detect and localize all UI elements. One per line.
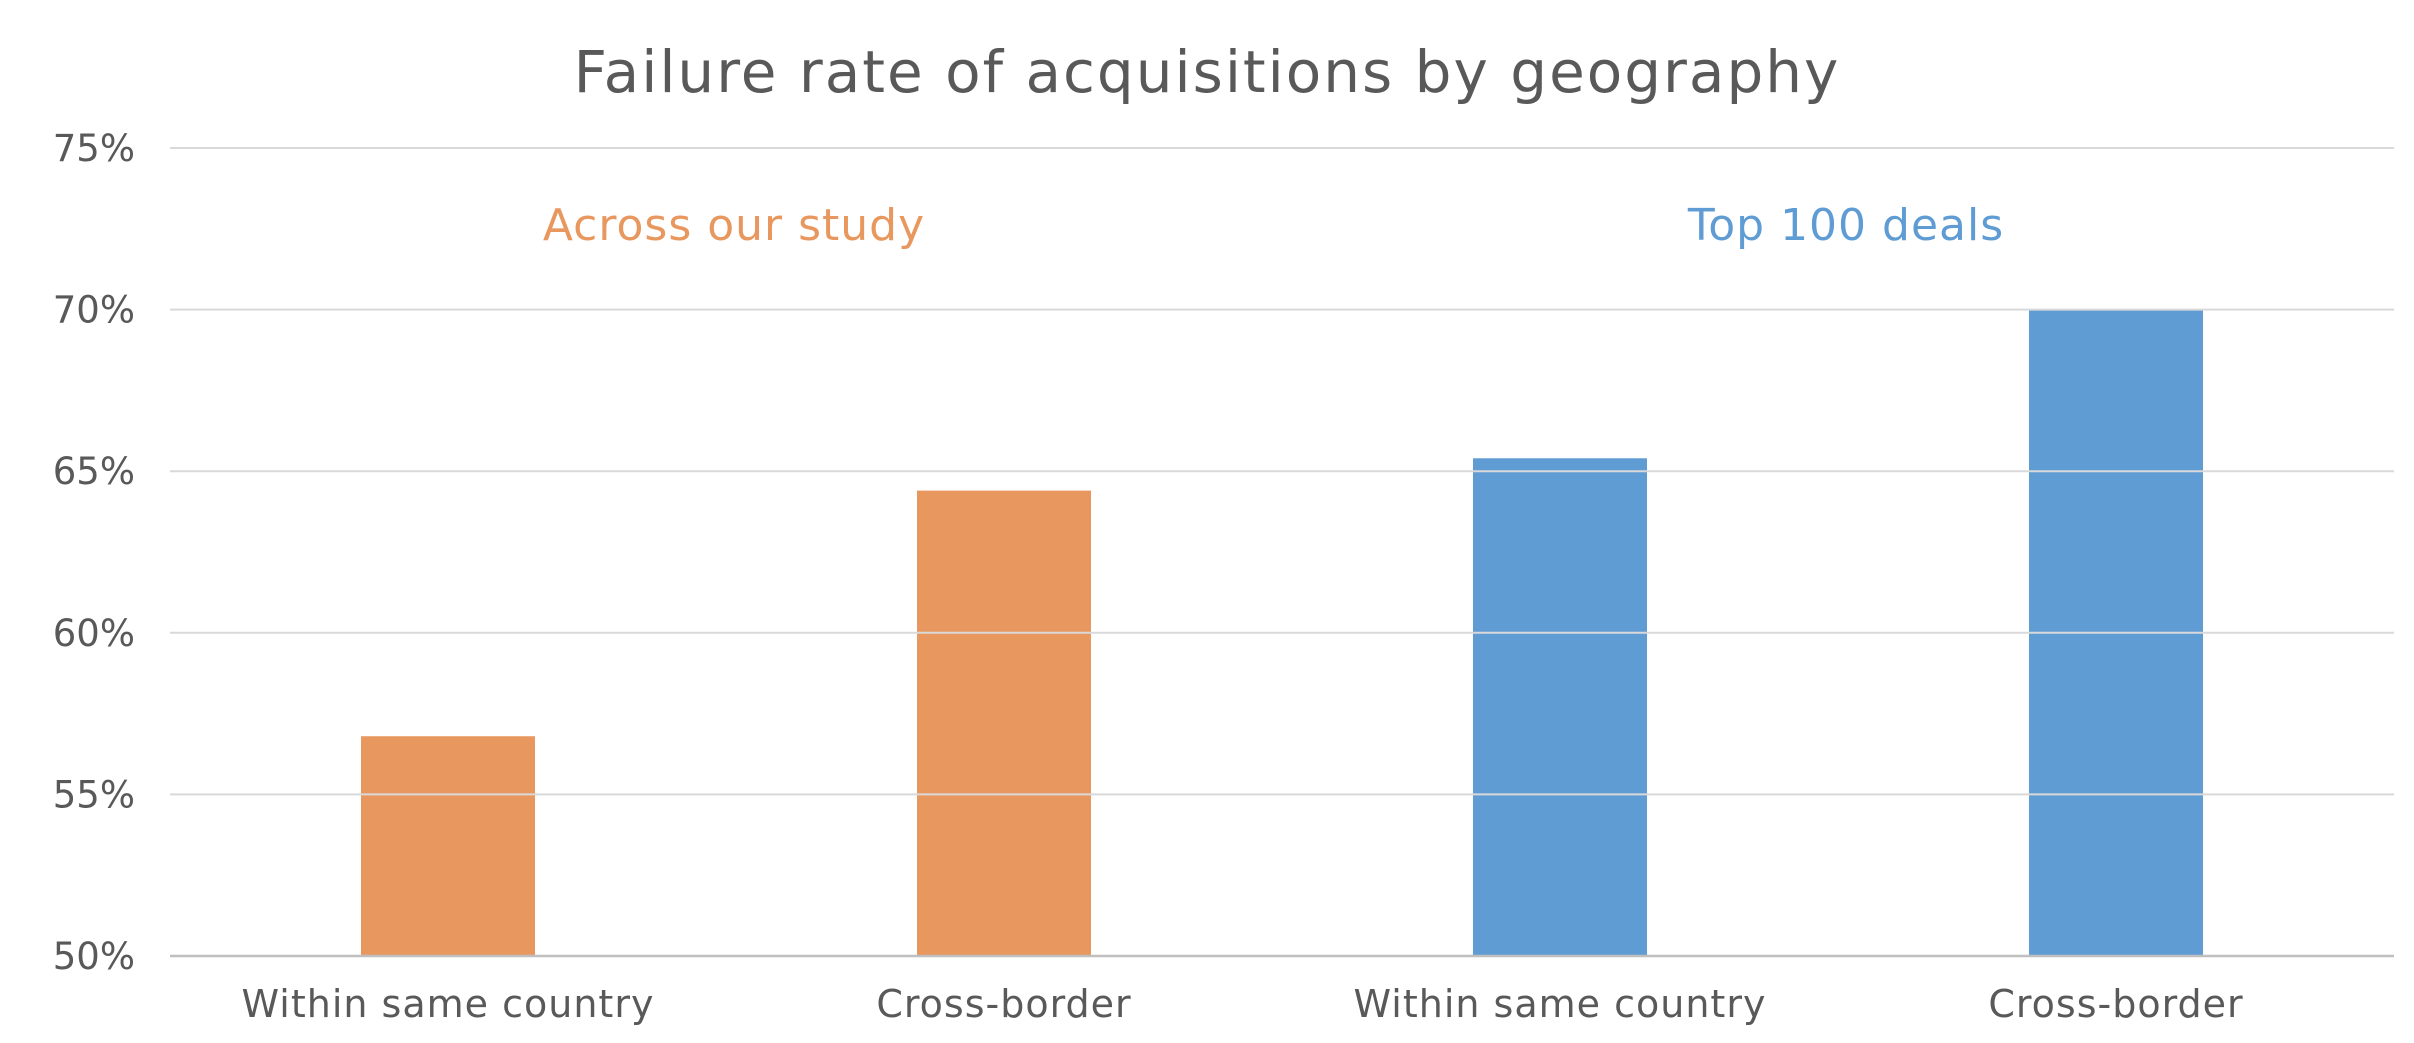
- group-label: Top 100 deals: [1687, 200, 2004, 251]
- x-axis-categories: Within same country Cross-border Within sa…: [242, 982, 2243, 1026]
- group-labels: Across our study Top 100 deals: [543, 200, 2004, 251]
- y-tick-label: 70%: [53, 289, 135, 332]
- bar: [1473, 458, 1647, 956]
- y-tick-label: 60%: [53, 612, 135, 655]
- x-category-label: Cross-border: [876, 982, 1131, 1026]
- y-axis-ticks: 50% 55% 60% 65% 70% 75%: [53, 127, 135, 978]
- y-tick-label: 55%: [53, 773, 135, 816]
- y-tick-label: 50%: [53, 935, 135, 978]
- bar: [917, 490, 1091, 956]
- gridlines: [170, 147, 2394, 958]
- x-category-label: Within same country: [1354, 982, 1767, 1026]
- group-label: Across our study: [543, 200, 925, 251]
- x-category-label: Within same country: [242, 982, 655, 1026]
- chart-title: Failure rate of acquisitions by geograph…: [574, 38, 1841, 106]
- x-category-label: Cross-border: [1988, 982, 2243, 1026]
- bar: [361, 736, 535, 956]
- y-tick-label: 75%: [53, 127, 135, 170]
- bars: [361, 309, 2203, 957]
- y-tick-label: 65%: [53, 450, 135, 493]
